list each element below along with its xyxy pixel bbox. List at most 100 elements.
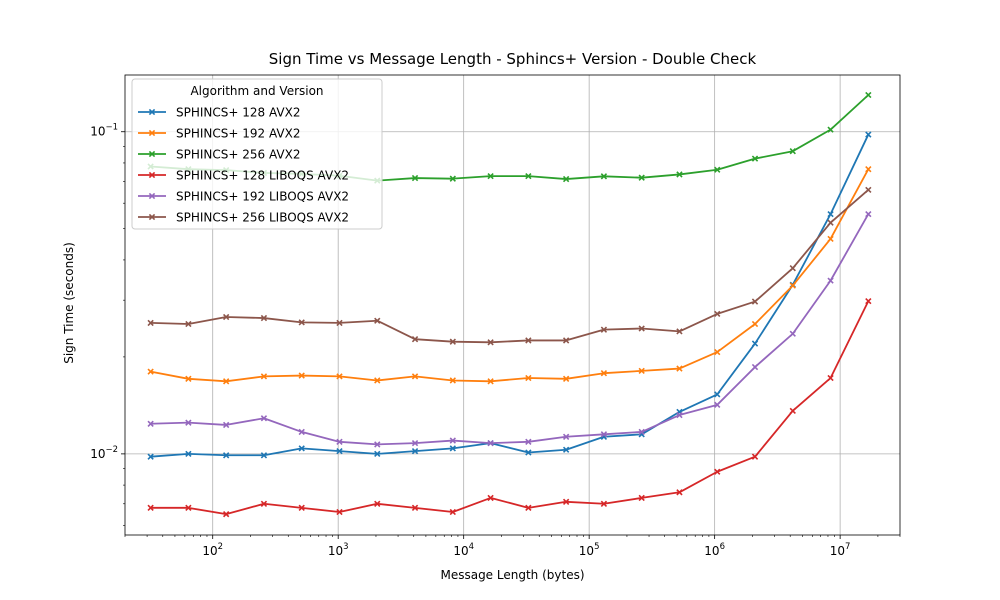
data-point [638,367,645,375]
data-point [751,320,759,328]
data-point [260,500,268,507]
data-point [411,504,419,512]
data-point [336,319,343,327]
x-tick-label-base: 10 [704,544,719,558]
data-point [638,174,645,181]
y-tick-label-base: 10 [90,447,105,461]
y-tick-label: 10−2 [90,445,118,461]
data-point [562,433,570,440]
data-point [751,453,759,460]
x-tick-label: 107 [830,542,851,558]
data-point [865,297,872,305]
data-point [714,468,721,475]
data-point [185,320,192,328]
data-point [147,453,154,460]
data-point [525,504,532,512]
data-point [676,489,683,496]
y-axis-label: Sign Time (seconds) [62,242,76,364]
data-point [449,175,456,182]
data-point [298,319,305,326]
data-point [562,337,570,344]
x-tick-label-exponent: 5 [594,542,599,552]
series-6 [147,186,872,346]
data-point [411,447,419,455]
data-point [676,171,683,178]
data-point [298,372,305,379]
legend-entries: SPHINCS+ 128 AVX2 SPHINCS+ 192 AVX2 SPHINC… [138,106,349,225]
legend-entry: SPHINCS+ 128 LIBOQS AVX2 [138,169,349,183]
data-point [865,91,872,99]
data-point [487,494,494,502]
data-point [638,325,645,332]
data-point [525,449,532,456]
data-point [676,365,683,372]
legend-label: SPHINCS+ 256 AVX2 [176,148,300,162]
data-point [525,374,532,382]
legend-entry: SPHINCS+ 256 AVX2 [138,148,300,162]
legend-entry: SPHINCS+ 192 LIBOQS AVX2 [138,190,349,204]
data-point [638,428,645,436]
x-tick-label-base: 10 [202,544,217,558]
data-point [185,450,192,458]
data-point [222,510,230,518]
data-point [147,368,154,375]
legend-swatch-marker [148,129,156,137]
x-tick-label-exponent: 3 [343,542,348,552]
series-layer [147,91,872,518]
series-2 [147,166,872,385]
data-point [714,391,721,398]
x-tick-label-exponent: 7 [845,542,850,552]
x-tick-label: 103 [328,542,349,558]
data-point [751,155,759,162]
y-tick-label-base: 10 [90,125,105,139]
data-point [827,126,834,133]
data-point [185,419,192,426]
legend-label: SPHINCS+ 256 LIBOQS AVX2 [176,211,349,225]
legend-title: Algorithm and Version [190,84,323,98]
legend-entry: SPHINCS+ 192 AVX2 [138,127,300,141]
data-point [336,447,343,455]
legend-swatch-marker [148,108,156,116]
legend-frame [131,78,383,230]
data-point [600,173,608,180]
data-point [222,313,230,321]
data-point [487,339,494,346]
data-point [562,446,570,453]
x-tick-label-exponent: 2 [218,542,223,552]
data-point [411,439,419,447]
data-point [562,498,570,505]
legend: Algorithm and Version SPHINCS+ 128 AVX2S… [131,78,383,230]
data-point [562,375,570,382]
legend-label: SPHINCS+ 192 AVX2 [176,127,300,141]
y-tick-label-exponent: −2 [105,445,118,455]
data-point [449,437,456,444]
plot-frame [124,74,901,536]
data-point [714,401,721,408]
x-tick-label-exponent: 6 [720,542,725,552]
x-tick-label-base: 10 [453,544,468,558]
series-line [150,168,870,383]
legend-entry: SPHINCS+ 128 AVX2 [138,106,300,120]
data-point [147,420,154,427]
x-tick-label: 106 [704,542,725,558]
x-axis-label: Message Length (bytes) [440,568,584,582]
data-point [827,210,834,218]
legend-swatch-marker [148,171,156,179]
data-point [525,337,532,344]
data-point [260,373,268,380]
data-point [411,336,419,343]
x-tick-label-base: 10 [830,544,845,558]
data-point [449,338,456,345]
data-point [827,374,834,382]
data-point [298,428,305,436]
data-point [374,377,381,384]
data-point [260,415,268,422]
data-point [487,378,494,385]
x-tick-label: 104 [453,542,474,558]
y-tick-label-exponent: −1 [105,123,118,133]
data-point [600,431,608,438]
data-point [487,439,494,447]
data-point [374,450,381,458]
data-point [827,219,834,226]
